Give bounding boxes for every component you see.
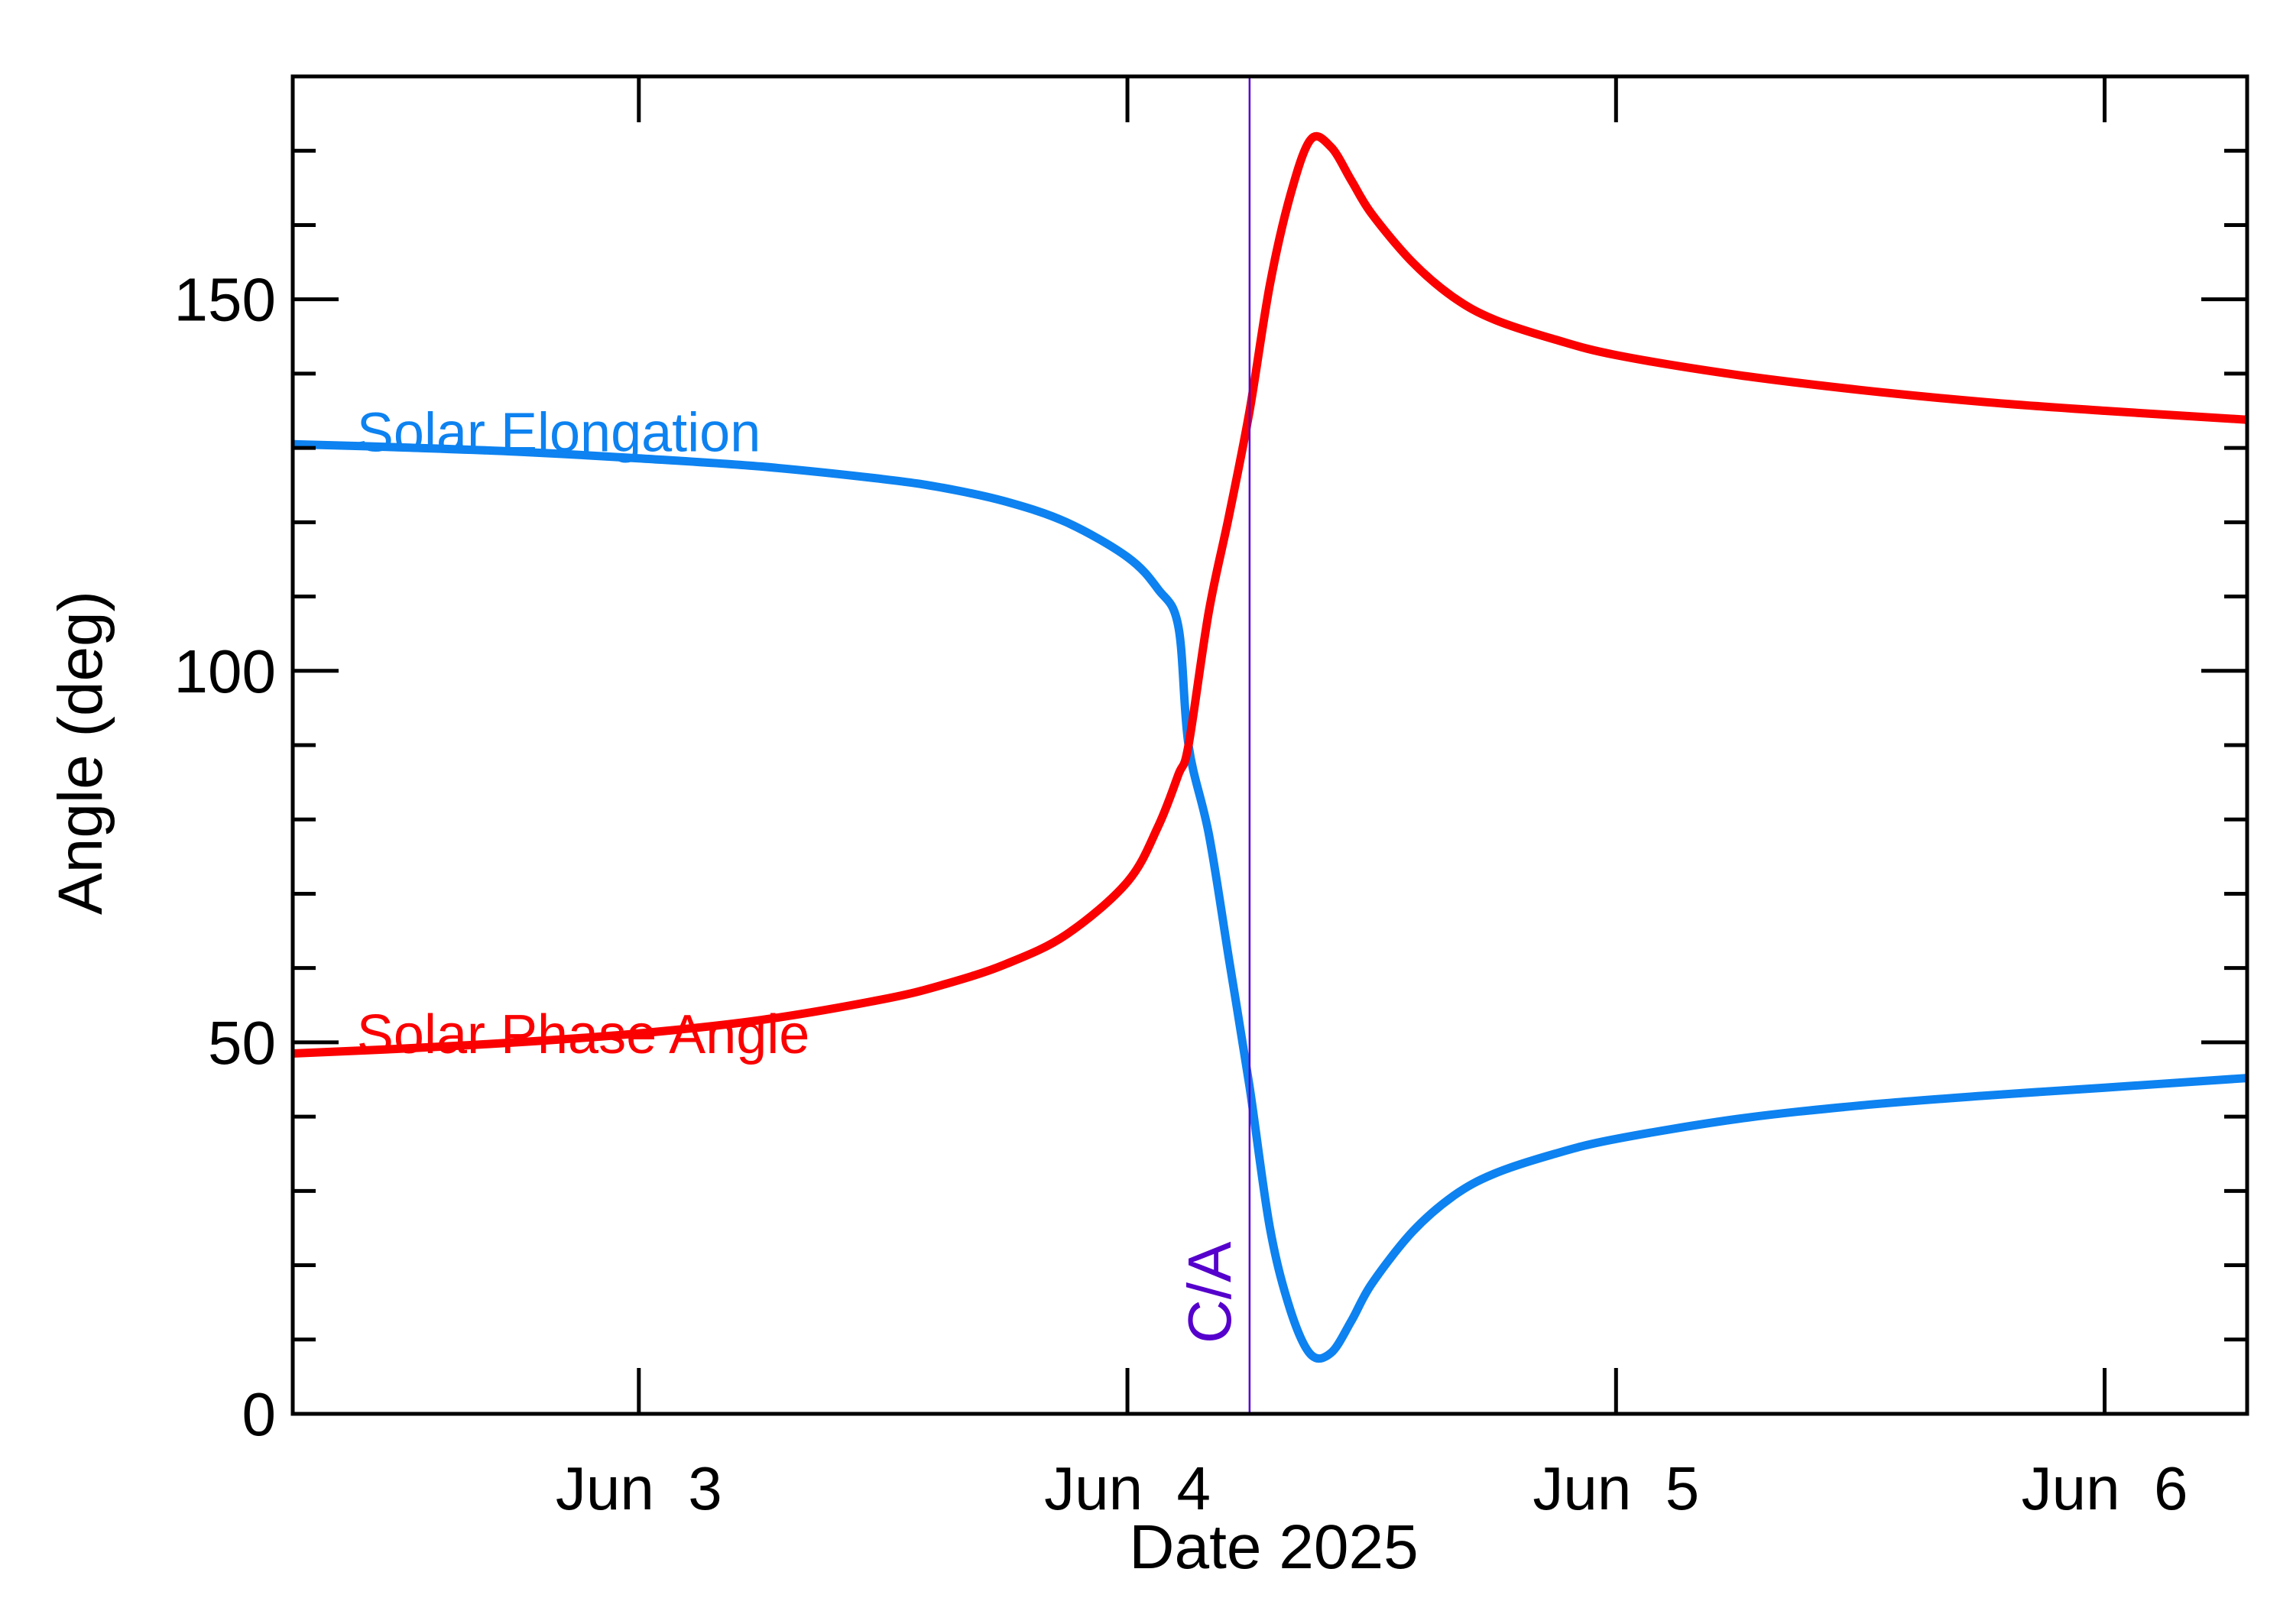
x-axis-title: Date 2025 bbox=[1129, 1512, 1418, 1582]
series-line-solar-elongation bbox=[292, 439, 2248, 1363]
y-tick-label: 0 bbox=[242, 1380, 277, 1448]
closest-approach-layer: C/A bbox=[1176, 76, 1251, 1414]
y-tick-label: 50 bbox=[208, 1009, 276, 1077]
y-axis-title: Angle (deg) bbox=[46, 591, 115, 915]
y-tick-label: 100 bbox=[174, 637, 276, 705]
plot-frame bbox=[290, 74, 2249, 1416]
x-tick-label: Jun 6 bbox=[2022, 1454, 2188, 1522]
x-tick-label: Jun 3 bbox=[556, 1454, 722, 1522]
series-label: Solar Phase Angle bbox=[357, 1004, 809, 1065]
closest-approach-label: C/A bbox=[1176, 1241, 1244, 1344]
series-layer: Solar Elongation Solar Phase Angle bbox=[292, 131, 2248, 1363]
y-tick-label: 150 bbox=[174, 266, 276, 334]
x-tick-label: Jun 4 bbox=[1044, 1454, 1211, 1522]
labels-layer: Jun 3 Jun 4 Jun 5 Jun 6 0 50 100 150 bbox=[174, 266, 2188, 1522]
ticks-layer bbox=[293, 76, 2247, 1414]
series-line-solar-phase-angle bbox=[292, 131, 2248, 1058]
series-label: Solar Elongation bbox=[357, 403, 761, 464]
x-tick-label: Jun 5 bbox=[1532, 1454, 1699, 1522]
